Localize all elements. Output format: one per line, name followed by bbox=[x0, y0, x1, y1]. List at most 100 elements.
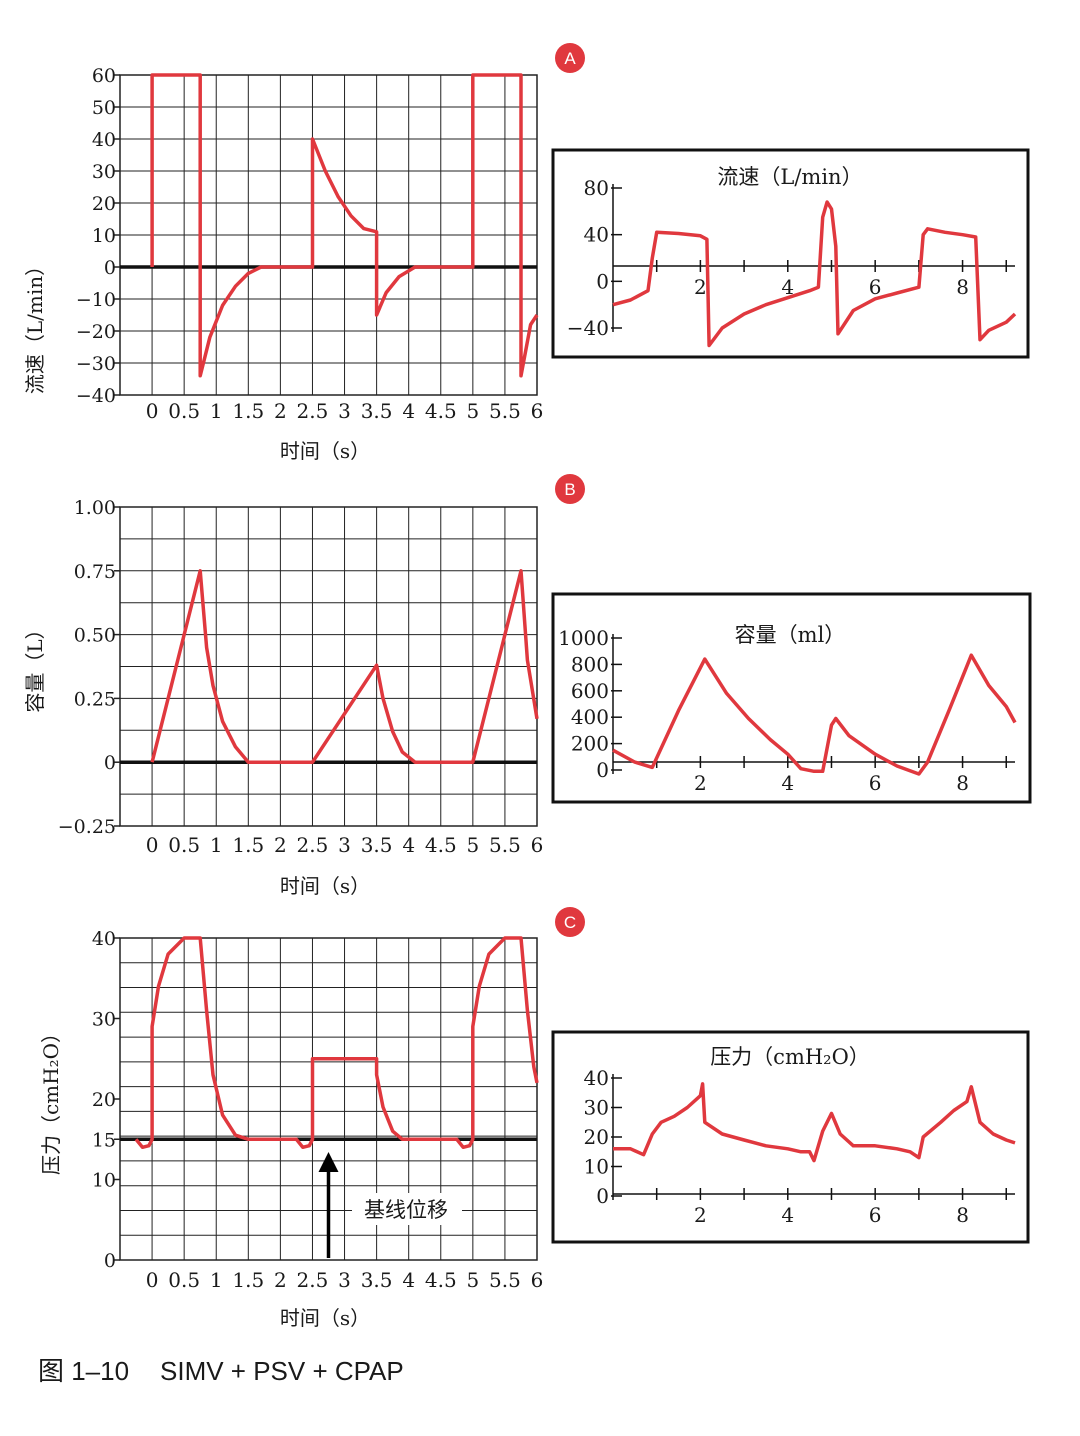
x-axis-title: 时间（s） bbox=[280, 439, 370, 463]
x-tick-label: 2 bbox=[274, 833, 287, 857]
inset-frame bbox=[551, 592, 1032, 804]
x-tick-label: 6 bbox=[869, 1203, 882, 1227]
panel-badge-label: A bbox=[564, 49, 576, 68]
x-tick-label: 2.5 bbox=[297, 399, 329, 423]
x-tick-label: 3.5 bbox=[361, 1268, 393, 1292]
y-tick-label: 40 bbox=[92, 928, 116, 950]
panel-badge-label: B bbox=[564, 480, 575, 499]
inset-title: 流速（L/min） bbox=[717, 165, 862, 189]
series-line-flow bbox=[150, 73, 539, 378]
y-tick-label: 0.50 bbox=[74, 625, 116, 647]
panel-badge-circle bbox=[555, 907, 585, 937]
y-tick-label: 1.00 bbox=[74, 497, 116, 519]
y-tick-label: 0 bbox=[104, 257, 116, 279]
x-tick-label: 0 bbox=[146, 399, 159, 423]
y-tick-label: −40 bbox=[76, 385, 116, 407]
x-tick-label: 4.5 bbox=[425, 399, 457, 423]
x-tick-label: 6 bbox=[531, 1268, 544, 1292]
y-tick-label: 80 bbox=[584, 176, 609, 200]
y-tick-label: 30 bbox=[92, 1009, 116, 1031]
y-tick-label: −20 bbox=[76, 321, 116, 343]
figure-caption-text: SIMV + PSV + CPAP bbox=[160, 1356, 404, 1386]
y-tick-label: 1000 bbox=[558, 626, 609, 650]
x-tick-label: 0.5 bbox=[168, 399, 200, 423]
annotation-label: 基线位移 bbox=[364, 1198, 448, 1222]
x-tick-label: 1 bbox=[210, 399, 223, 423]
y-tick-label: 20 bbox=[92, 1089, 116, 1111]
y-tick-label: −40 bbox=[567, 316, 609, 340]
x-tick-label: 5 bbox=[466, 399, 479, 423]
x-tick-label: 4 bbox=[781, 275, 794, 299]
panel-badge-label: C bbox=[564, 913, 576, 932]
y-tick-label: 10 bbox=[584, 1155, 609, 1179]
y-tick-label: 0 bbox=[104, 752, 116, 774]
x-tick-label: 1 bbox=[210, 1268, 223, 1292]
x-tick-label: 1.5 bbox=[232, 1268, 264, 1292]
annotation-label-bg bbox=[352, 1193, 462, 1225]
y-tick-label: 0 bbox=[104, 1250, 116, 1272]
inset-frame bbox=[551, 1030, 1030, 1244]
x-tick-label: 0.5 bbox=[168, 833, 200, 857]
x-tick-label: 3 bbox=[338, 1268, 351, 1292]
y-tick-label: 800 bbox=[571, 652, 609, 676]
y-tick-label: 20 bbox=[584, 1125, 609, 1149]
y-tick-label: 400 bbox=[571, 705, 609, 729]
x-tick-label: 8 bbox=[956, 771, 969, 795]
y-tick-label: 0 bbox=[596, 269, 609, 293]
annotation-arrow-head bbox=[318, 1152, 339, 1172]
y-tick-label: 0 bbox=[596, 1184, 609, 1208]
x-tick-label: 0.5 bbox=[168, 1268, 200, 1292]
y-axis-title: 压力（cmH₂O） bbox=[39, 1023, 63, 1175]
x-tick-label: 0 bbox=[146, 833, 159, 857]
inset-title: 容量（ml） bbox=[735, 623, 846, 647]
y-tick-label: 30 bbox=[92, 161, 116, 183]
x-tick-label: 3 bbox=[338, 399, 351, 423]
x-tick-label: 3 bbox=[338, 833, 351, 857]
x-tick-label: 5 bbox=[466, 833, 479, 857]
x-tick-label: 4 bbox=[402, 399, 415, 423]
y-axis-title: 容量（L） bbox=[23, 619, 47, 712]
inset-frame bbox=[551, 148, 1030, 359]
figure-caption-label: 图 1–10 bbox=[38, 1356, 129, 1386]
x-tick-label: 3.5 bbox=[361, 399, 393, 423]
x-tick-label: 2 bbox=[694, 771, 707, 795]
x-tick-label: 4 bbox=[781, 771, 794, 795]
x-axis-title: 时间（s） bbox=[280, 1306, 370, 1330]
x-tick-label: 2.5 bbox=[297, 833, 329, 857]
y-tick-label: 0.25 bbox=[74, 688, 116, 710]
y-tick-label: 40 bbox=[92, 129, 116, 151]
x-tick-label: 4.5 bbox=[425, 1268, 457, 1292]
x-tick-label: 0 bbox=[146, 1268, 159, 1292]
series-line-pressure bbox=[134, 936, 539, 1150]
y-tick-label: −0.25 bbox=[58, 816, 116, 838]
series-line-volume bbox=[150, 569, 539, 764]
series-line-pressure bbox=[613, 1082, 1016, 1163]
x-tick-label: 4 bbox=[402, 1268, 415, 1292]
y-tick-label: 0.75 bbox=[74, 561, 116, 583]
x-tick-label: 8 bbox=[956, 275, 969, 299]
x-tick-label: 2 bbox=[274, 1268, 287, 1292]
x-tick-label: 5 bbox=[466, 1268, 479, 1292]
x-tick-label: 1.5 bbox=[232, 399, 264, 423]
x-tick-label: 6 bbox=[869, 275, 882, 299]
x-tick-label: 8 bbox=[956, 1203, 969, 1227]
y-tick-label: 200 bbox=[571, 732, 609, 756]
x-tick-label: 5.5 bbox=[489, 833, 521, 857]
y-tick-label: 40 bbox=[584, 223, 609, 247]
series-line-volume bbox=[612, 653, 1017, 776]
x-tick-label: 4 bbox=[402, 833, 415, 857]
series-line-flow bbox=[612, 200, 1017, 348]
y-tick-label: −10 bbox=[76, 289, 116, 311]
x-tick-label: 2.5 bbox=[297, 1268, 329, 1292]
y-tick-label: 600 bbox=[571, 679, 609, 703]
y-tick-label: 20 bbox=[92, 193, 116, 215]
y-tick-label: 60 bbox=[92, 65, 116, 87]
x-tick-label: 3.5 bbox=[361, 833, 393, 857]
y-tick-label: 10 bbox=[92, 225, 116, 247]
y-tick-label: 30 bbox=[584, 1096, 609, 1120]
y-tick-label: −30 bbox=[76, 353, 116, 375]
x-tick-label: 5.5 bbox=[489, 1268, 521, 1292]
x-tick-label: 2 bbox=[694, 275, 707, 299]
panel-badge-circle bbox=[555, 43, 585, 73]
